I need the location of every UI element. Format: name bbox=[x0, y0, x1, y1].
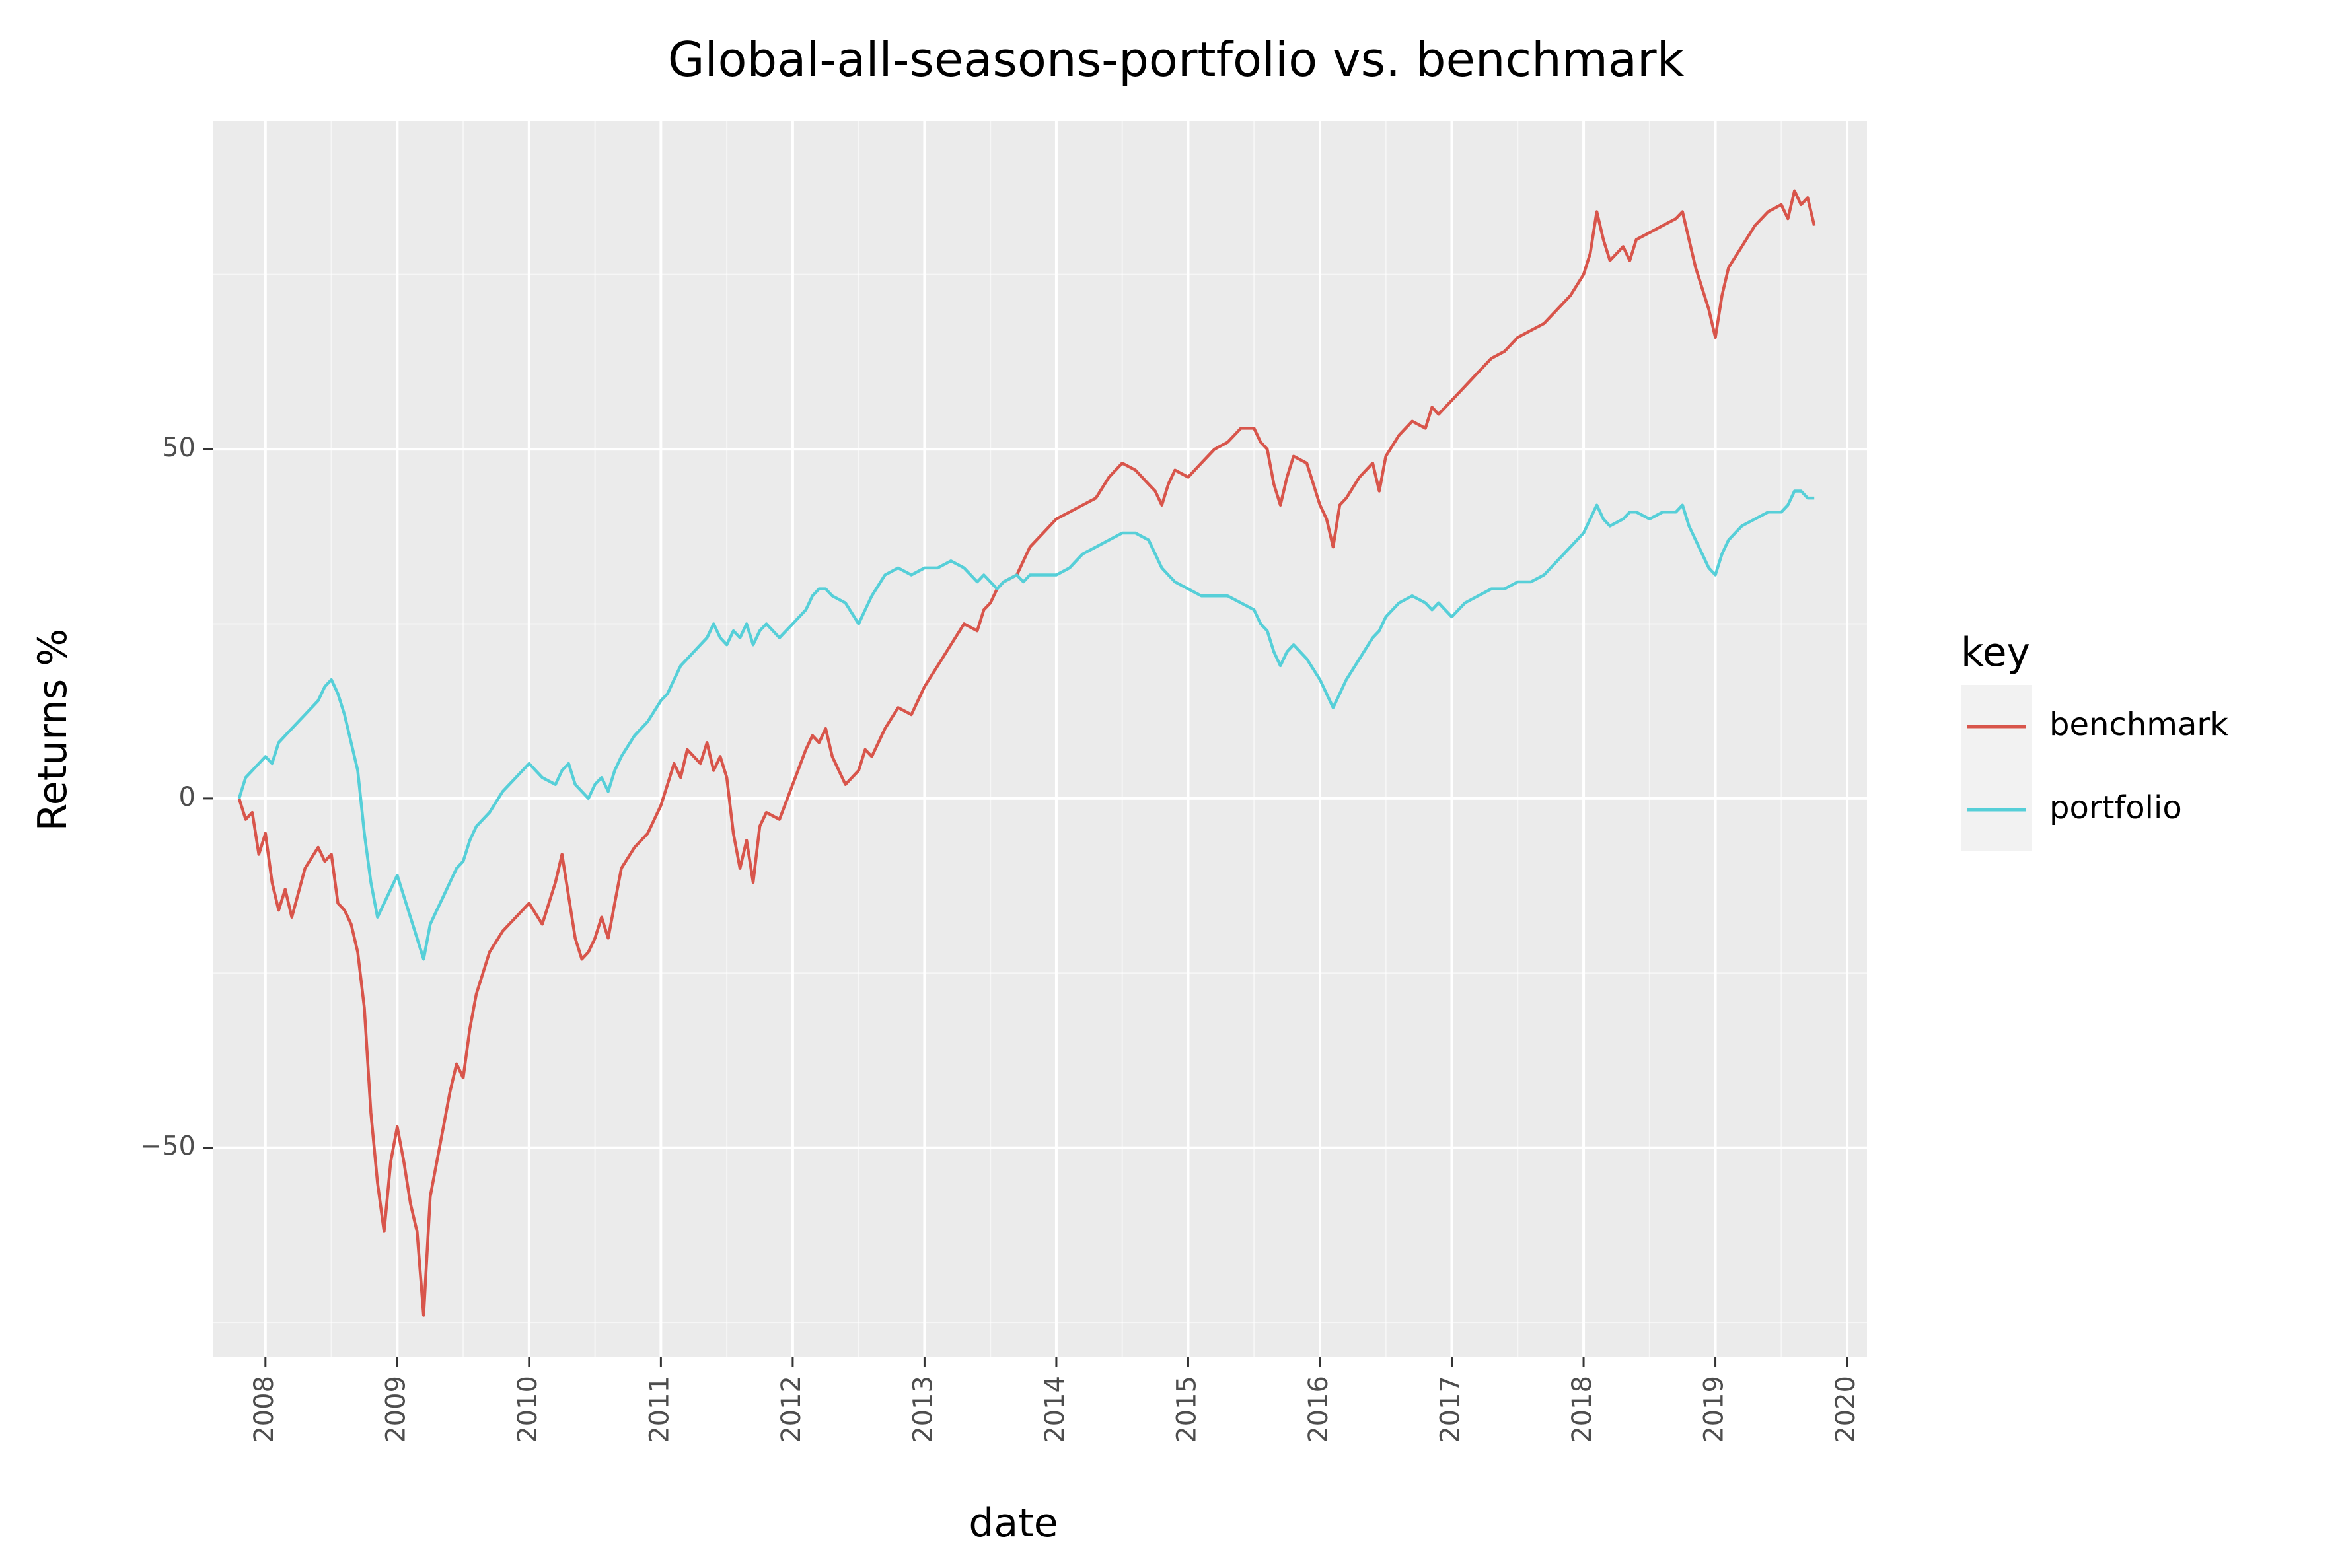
y-tick-label: 50 bbox=[162, 433, 196, 463]
series-line-portfolio bbox=[237, 489, 1815, 961]
x-tick-label: 2012 bbox=[776, 1376, 807, 1443]
x-tick-label: 2020 bbox=[1831, 1376, 1861, 1443]
x-tick-label: 2018 bbox=[1567, 1376, 1597, 1443]
legend-label-benchmark: benchmark bbox=[2049, 706, 2228, 743]
x-tick-label: 2019 bbox=[1699, 1376, 1730, 1443]
x-tick-label: 2011 bbox=[644, 1376, 675, 1443]
y-tick-label: 0 bbox=[179, 782, 196, 812]
x-tick-label: 2016 bbox=[1303, 1376, 1334, 1443]
y-axis-title: Returns % bbox=[30, 629, 76, 831]
x-tick-label: 2008 bbox=[249, 1376, 279, 1443]
x-axis: 2008 2009 2010 2011 2012 2013 2014 2015 2016 2017… bbox=[249, 1357, 1861, 1443]
x-tick-label: 2014 bbox=[1040, 1376, 1070, 1443]
series-line-benchmark bbox=[237, 189, 1816, 1317]
y-tick-label: −50 bbox=[140, 1131, 196, 1162]
chart-title: Global-all-seasons-portfolio vs. benchma… bbox=[668, 32, 1685, 87]
x-axis-title: date bbox=[969, 1500, 1058, 1546]
legend-label-portfolio: portfolio bbox=[2049, 789, 2182, 826]
y-axis: −50 0 50 bbox=[140, 433, 213, 1162]
grid-major bbox=[213, 121, 1867, 1357]
x-tick-label: 2013 bbox=[908, 1376, 938, 1443]
x-tick-label: 2017 bbox=[1436, 1376, 1466, 1443]
x-tick-label: 2009 bbox=[381, 1376, 411, 1443]
series-layer bbox=[237, 189, 1816, 1317]
legend: key benchmark portfolio bbox=[1961, 629, 2228, 851]
plot-panel bbox=[213, 121, 1867, 1357]
x-tick-label: 2015 bbox=[1171, 1376, 1202, 1443]
x-tick-label: 2010 bbox=[513, 1376, 543, 1443]
grid-minor bbox=[213, 121, 1867, 1357]
legend-title: key bbox=[1961, 629, 2030, 676]
